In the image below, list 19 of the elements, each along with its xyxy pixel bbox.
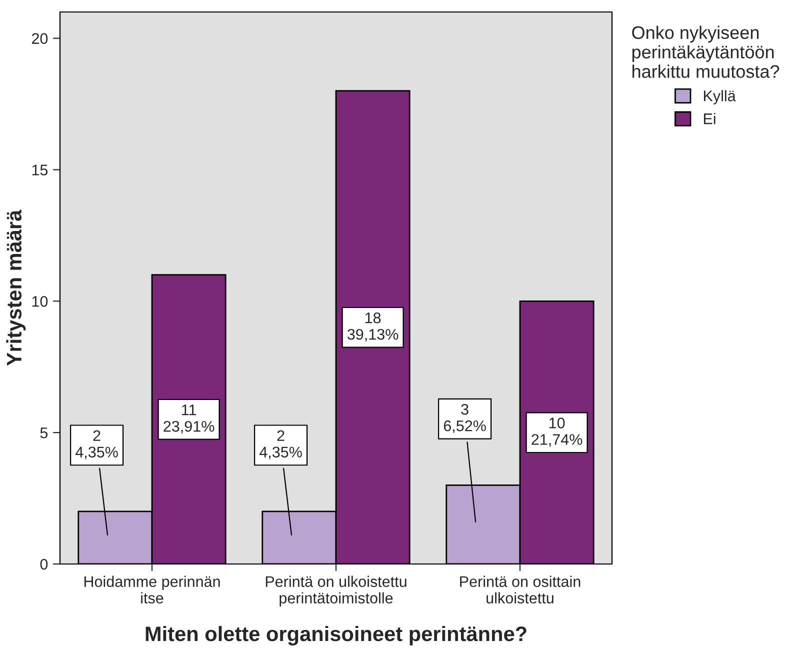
- x-tick-label: Perintä on ulkoistettu perintätoimistolle: [266, 576, 406, 607]
- y-axis-title: Yritysten määrä: [6, 210, 26, 366]
- legend-label: Kyllä: [704, 90, 736, 104]
- data-label: 2 4,35%: [259, 430, 302, 460]
- legend-title: Onko nykyiseen perintäkäytäntöön harkittu muutosta?: [632, 26, 780, 78]
- data-label: 18 39,13%: [347, 312, 398, 342]
- data-label: 3 6,52%: [444, 404, 486, 434]
- y-tick-label: 20: [32, 33, 48, 44]
- data-label: 10 21,74%: [532, 418, 582, 447]
- legend-label: Ei: [704, 112, 716, 124]
- data-label: 11 23,91%: [164, 404, 214, 434]
- y-tick-label: 0: [40, 558, 48, 570]
- y-tick-label: 5: [40, 428, 48, 438]
- x-tick-label: Perintä on osittain ulkoistettu: [460, 576, 580, 604]
- y-tick-label: 15: [32, 164, 48, 176]
- data-label: 2 4,35%: [75, 430, 118, 460]
- y-tick-label: 10: [32, 296, 48, 307]
- x-tick-label: Hoidamme perinnän itse: [84, 576, 220, 604]
- x-axis-title: Miten olette organisoineet perintänne?: [146, 626, 526, 646]
